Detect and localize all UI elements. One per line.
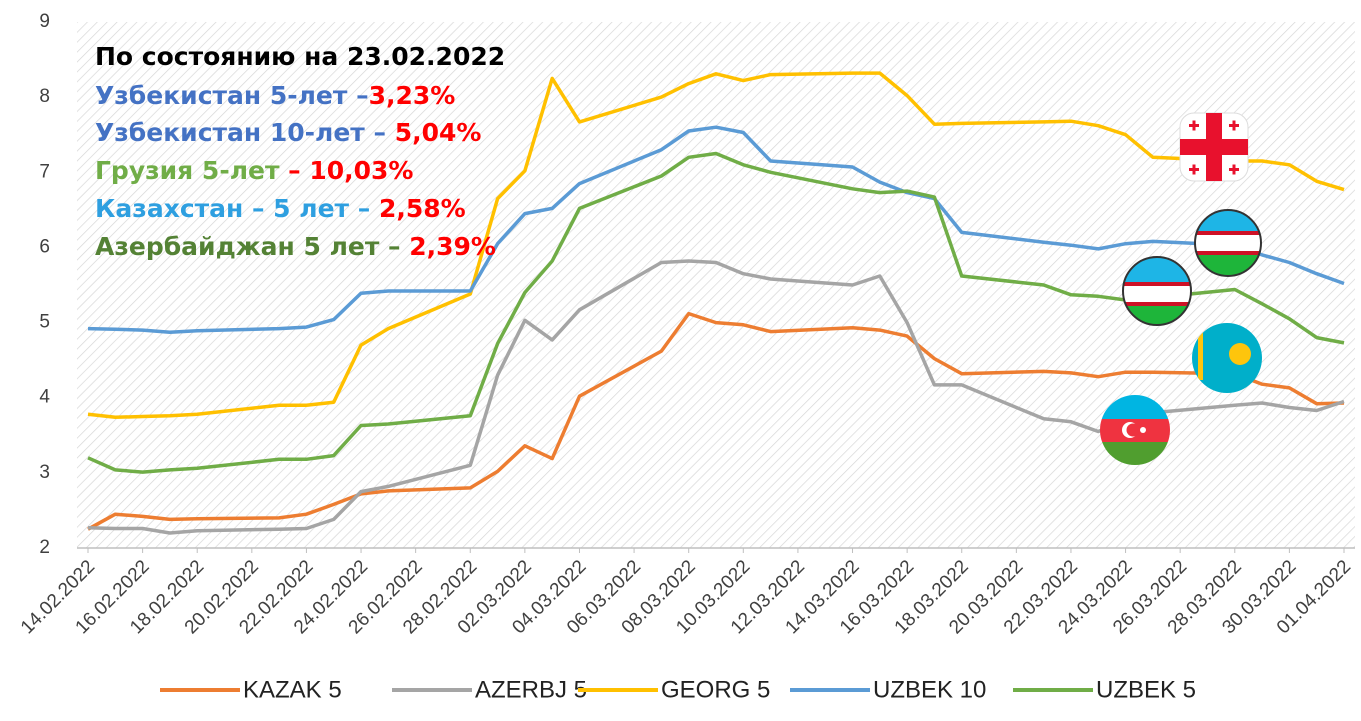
y-tick-label: 9 (39, 11, 50, 32)
y-tick-label: 5 (39, 312, 50, 333)
flag-georgia (1179, 112, 1249, 182)
series-line (87, 125, 1345, 335)
annotation-value: 5,04% (395, 118, 482, 147)
annotation-label: Грузия 5-лет (95, 156, 288, 185)
series-line (87, 311, 1345, 531)
flags (1100, 112, 1262, 465)
flag-border (1122, 256, 1192, 326)
annotation-value: 2,58% (379, 194, 466, 223)
annotation-box: По состоянию на 23.02.2022 Узбекистан 5-… (95, 42, 505, 261)
legend-label: UZBEK 5 (1096, 676, 1196, 703)
y-tick-label: 7 (39, 161, 50, 182)
flag-azerbaijan (1100, 395, 1170, 465)
flag-kazakhstan (1192, 323, 1262, 393)
annotation-value: 2,39% (409, 232, 496, 261)
legend-label: UZBEK 10 (873, 676, 986, 703)
annotation-label: Казахстан – 5 лет – (95, 194, 379, 223)
annotation-label: Узбекистан 5-лет – (95, 81, 369, 110)
y-tick-label: 2 (39, 537, 50, 558)
annotation-label: Узбекистан 10-лет – (95, 118, 395, 147)
annotation-line: Узбекистан 5-лет –3,23% (95, 81, 455, 110)
flag-border (1194, 209, 1262, 277)
annotation-value: 3,23% (369, 81, 456, 110)
annotation-value: – 10,03% (288, 156, 413, 185)
annotation-line: Грузия 5-лет – 10,03% (95, 156, 414, 185)
legend-label: AZERBJ 5 (475, 676, 587, 703)
annotation-label: Азербайджан 5 лет – (95, 232, 409, 261)
y-tick-label: 8 (39, 86, 50, 107)
legend-label: GEORG 5 (661, 676, 770, 703)
y-tick-label: 3 (39, 462, 50, 483)
y-tick-label: 4 (39, 387, 50, 408)
y-tick-label: 6 (39, 236, 50, 257)
annotation-title: По состоянию на 23.02.2022 (95, 42, 505, 71)
series-line (87, 71, 1345, 420)
annotation-line: Азербайджан 5 лет – 2,39% (95, 232, 496, 261)
annotation-line: Узбекистан 10-лет – 5,04% (95, 118, 481, 147)
legend-label: KAZAK 5 (243, 676, 342, 703)
annotation-line: Казахстан – 5 лет – 2,58% (95, 194, 466, 223)
